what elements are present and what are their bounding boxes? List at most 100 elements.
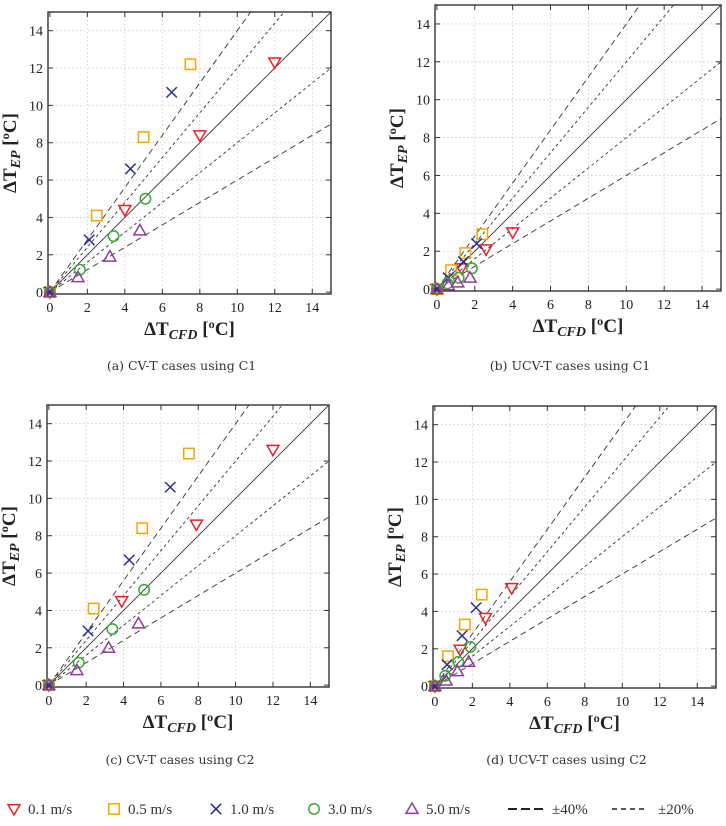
y-axis-label-main: ΔT <box>385 562 406 587</box>
data-point <box>83 234 95 246</box>
x-tick-label: 10 <box>619 298 633 313</box>
panel-caption: (d) UCV-T cases using C2 <box>486 752 646 767</box>
x-tick-label: 14 <box>303 694 317 709</box>
x-tick-label: 8 <box>195 694 202 709</box>
data-point <box>70 269 86 283</box>
reference-lines <box>434 406 716 687</box>
legend-label: 1.0 m/s <box>230 802 274 818</box>
x-tick-label: 2 <box>84 301 91 316</box>
series-5-0-m-s <box>429 270 478 295</box>
y-tick-label: 6 <box>36 174 43 189</box>
y-axis-label: ΔTEP [ºC] <box>0 506 23 586</box>
y-tick-label: 2 <box>36 249 43 264</box>
data-point <box>442 650 454 663</box>
reference-line-plus20 <box>436 5 675 290</box>
panel-caption: (c) CV-T cases using C2 <box>106 752 255 767</box>
y-axis-label-sub: EP <box>396 145 411 164</box>
y-axis-label-unit: [ºC] <box>385 507 406 544</box>
reference-line-minus40 <box>434 517 716 687</box>
data-point <box>462 270 478 283</box>
data-point <box>131 616 146 629</box>
data-point <box>441 277 454 290</box>
data-point <box>139 192 152 205</box>
y-tick-label: 10 <box>28 492 42 507</box>
y-tick-label: 0 <box>423 283 430 298</box>
data-point <box>82 625 94 637</box>
y-tick-label: 8 <box>421 531 428 546</box>
data-point <box>456 629 468 642</box>
data-point <box>427 680 443 694</box>
y-tick-label: 10 <box>29 99 43 114</box>
data-point <box>138 583 151 596</box>
legend-label: 5.0 m/s <box>426 802 470 818</box>
y-axis-label-unit: [ºC] <box>387 108 408 145</box>
data-point <box>452 271 465 284</box>
legend-label: 3.0 m/s <box>328 802 372 818</box>
x-axis-label-main: ΔT <box>533 316 558 337</box>
legend-x-icon <box>210 803 222 815</box>
data-point <box>458 618 471 631</box>
data-point <box>189 519 204 533</box>
data-point <box>42 286 58 300</box>
x-axis-label-sub: CFD <box>167 721 196 736</box>
legend-triangle-up-icon <box>404 801 420 815</box>
y-axis-label-main: ΔT <box>0 561 20 586</box>
y-tick-label: 10 <box>414 493 428 508</box>
y-axis-label: ΔTEP [ºC] <box>387 108 411 188</box>
series-0-1-m-s <box>427 582 519 694</box>
x-tick-label: 6 <box>159 301 166 316</box>
data-point <box>478 244 494 257</box>
data-point <box>114 595 129 609</box>
data-point <box>87 602 100 615</box>
y-axis-label-main: ΔT <box>0 168 21 193</box>
series-0-5-m-s <box>42 447 195 692</box>
data-point <box>464 640 477 653</box>
legend: 0.1 m/s 0.5 m/s 1.0 m/s 3.0 m/s 5.0 m/s ±40% ±… <box>6 801 694 818</box>
x-tick-label: 10 <box>229 694 243 709</box>
x-tick-label: 10 <box>230 301 244 316</box>
data-point <box>450 663 465 677</box>
x-tick-label: 14 <box>305 301 319 316</box>
data-point <box>90 209 103 222</box>
y-tick-label: 8 <box>36 137 43 152</box>
x-tick-label: 6 <box>547 298 554 313</box>
data-point <box>123 554 135 566</box>
reference-line-plus20 <box>434 406 670 687</box>
x-axis-label-main: ΔT <box>143 712 168 733</box>
data-point <box>165 86 178 99</box>
x-tick-label: 0 <box>431 695 438 710</box>
y-tick-label: 12 <box>29 62 43 77</box>
y-tick-label: 6 <box>421 568 428 583</box>
data-point <box>438 673 454 686</box>
x-tick-label: 0 <box>46 301 53 316</box>
legend-entry: 0.5 m/s <box>108 802 172 818</box>
x-tick-label: 14 <box>695 298 709 313</box>
data-point <box>457 255 470 268</box>
y-tick-label: 6 <box>35 567 42 582</box>
reference-line-plus40 <box>434 406 637 687</box>
series-0-1-m-s <box>41 444 281 693</box>
y-tick-label: 0 <box>421 680 428 695</box>
x-tick-label: 4 <box>120 694 127 709</box>
data-point <box>459 247 472 260</box>
x-axis-label: ΔTCFD [ºC] <box>529 713 620 737</box>
y-tick-label: 6 <box>423 169 430 184</box>
series-1-0-m-s <box>44 86 178 298</box>
x-axis-label-sub: CFD <box>169 328 198 343</box>
reference-line-plus40 <box>49 12 252 293</box>
x-tick-label: 0 <box>433 298 440 313</box>
data-point <box>137 131 150 144</box>
y-tick-label: 12 <box>28 455 42 470</box>
y-axis-label-sub: EP <box>394 544 409 563</box>
reference-lines <box>49 12 331 293</box>
series-5-0-m-s <box>41 616 146 691</box>
reference-line-minus20 <box>48 460 329 686</box>
y-tick-label: 14 <box>414 419 428 434</box>
x-tick-label: 8 <box>585 298 592 313</box>
data-point <box>124 163 137 175</box>
y-axis-label: ΔTEP [ºC] <box>0 113 24 193</box>
x-tick-label: 14 <box>690 695 704 710</box>
data-point <box>101 640 116 653</box>
